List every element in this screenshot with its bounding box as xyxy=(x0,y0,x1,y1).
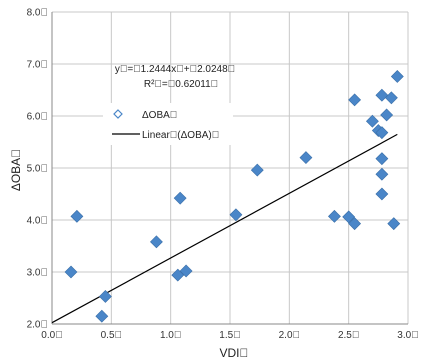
data-point xyxy=(251,164,263,176)
legend-trendline-label: Linear (ΔOBA)  xyxy=(142,130,219,141)
data-point xyxy=(150,236,162,248)
y-tick-label: 7.0  xyxy=(27,60,48,71)
data-point xyxy=(300,152,312,164)
data-point xyxy=(388,218,400,230)
data-point xyxy=(96,310,108,322)
data-point xyxy=(376,188,388,200)
y-tick-label: 8.0  xyxy=(27,8,48,19)
legend: ΔOBA  Linear (ΔOBA)  xyxy=(103,103,233,145)
x-tick-label: 1.5  xyxy=(219,330,240,341)
x-tick-label: 0.0  xyxy=(41,330,62,341)
data-point xyxy=(376,89,388,101)
x-tick-label: 1.0  xyxy=(160,330,181,341)
data-point xyxy=(366,115,378,127)
x-tick-label: 3.0  xyxy=(397,330,418,341)
data-point xyxy=(376,153,388,165)
data-point xyxy=(391,70,403,82)
y-tick-label: 5.0  xyxy=(27,164,48,175)
y-tick-label: 6.0  xyxy=(27,112,48,123)
y-axis-title: ΔOBA  xyxy=(9,149,23,191)
x-axis-title: VDI  xyxy=(219,346,248,360)
x-tick-label: 2.0  xyxy=(279,330,300,341)
y-tick-label: 4.0  xyxy=(27,216,48,227)
data-point xyxy=(71,210,83,222)
data-point xyxy=(385,92,397,104)
data-point xyxy=(349,94,361,106)
data-point xyxy=(381,109,393,121)
x-tick-label: 0.5  xyxy=(101,330,122,341)
y-tick-label: 3.0  xyxy=(27,268,48,279)
equation-annotation: y = 1.2444x + 2.0248  xyxy=(115,64,235,75)
grid-layer xyxy=(52,12,408,324)
data-point xyxy=(174,192,186,204)
data-point xyxy=(65,266,77,278)
data-point xyxy=(376,168,388,180)
r-squared-annotation: R² = 0.62011  xyxy=(144,79,218,90)
axis-layer: 2.0  3.0  4.0  5.0  6.0  7.0  8.0  0.0  0.5  1.0 … xyxy=(27,8,419,342)
legend-series-label: ΔOBA  xyxy=(142,110,177,121)
x-tick-label: 2.5  xyxy=(338,330,359,341)
annotation-layer: y = 1.2444x + 2.0248  R² = 0.62011  xyxy=(115,64,235,90)
data-point xyxy=(328,210,340,222)
data-point xyxy=(99,290,111,302)
y-tick-label: 2.0  xyxy=(27,320,48,331)
data-point xyxy=(230,209,242,221)
